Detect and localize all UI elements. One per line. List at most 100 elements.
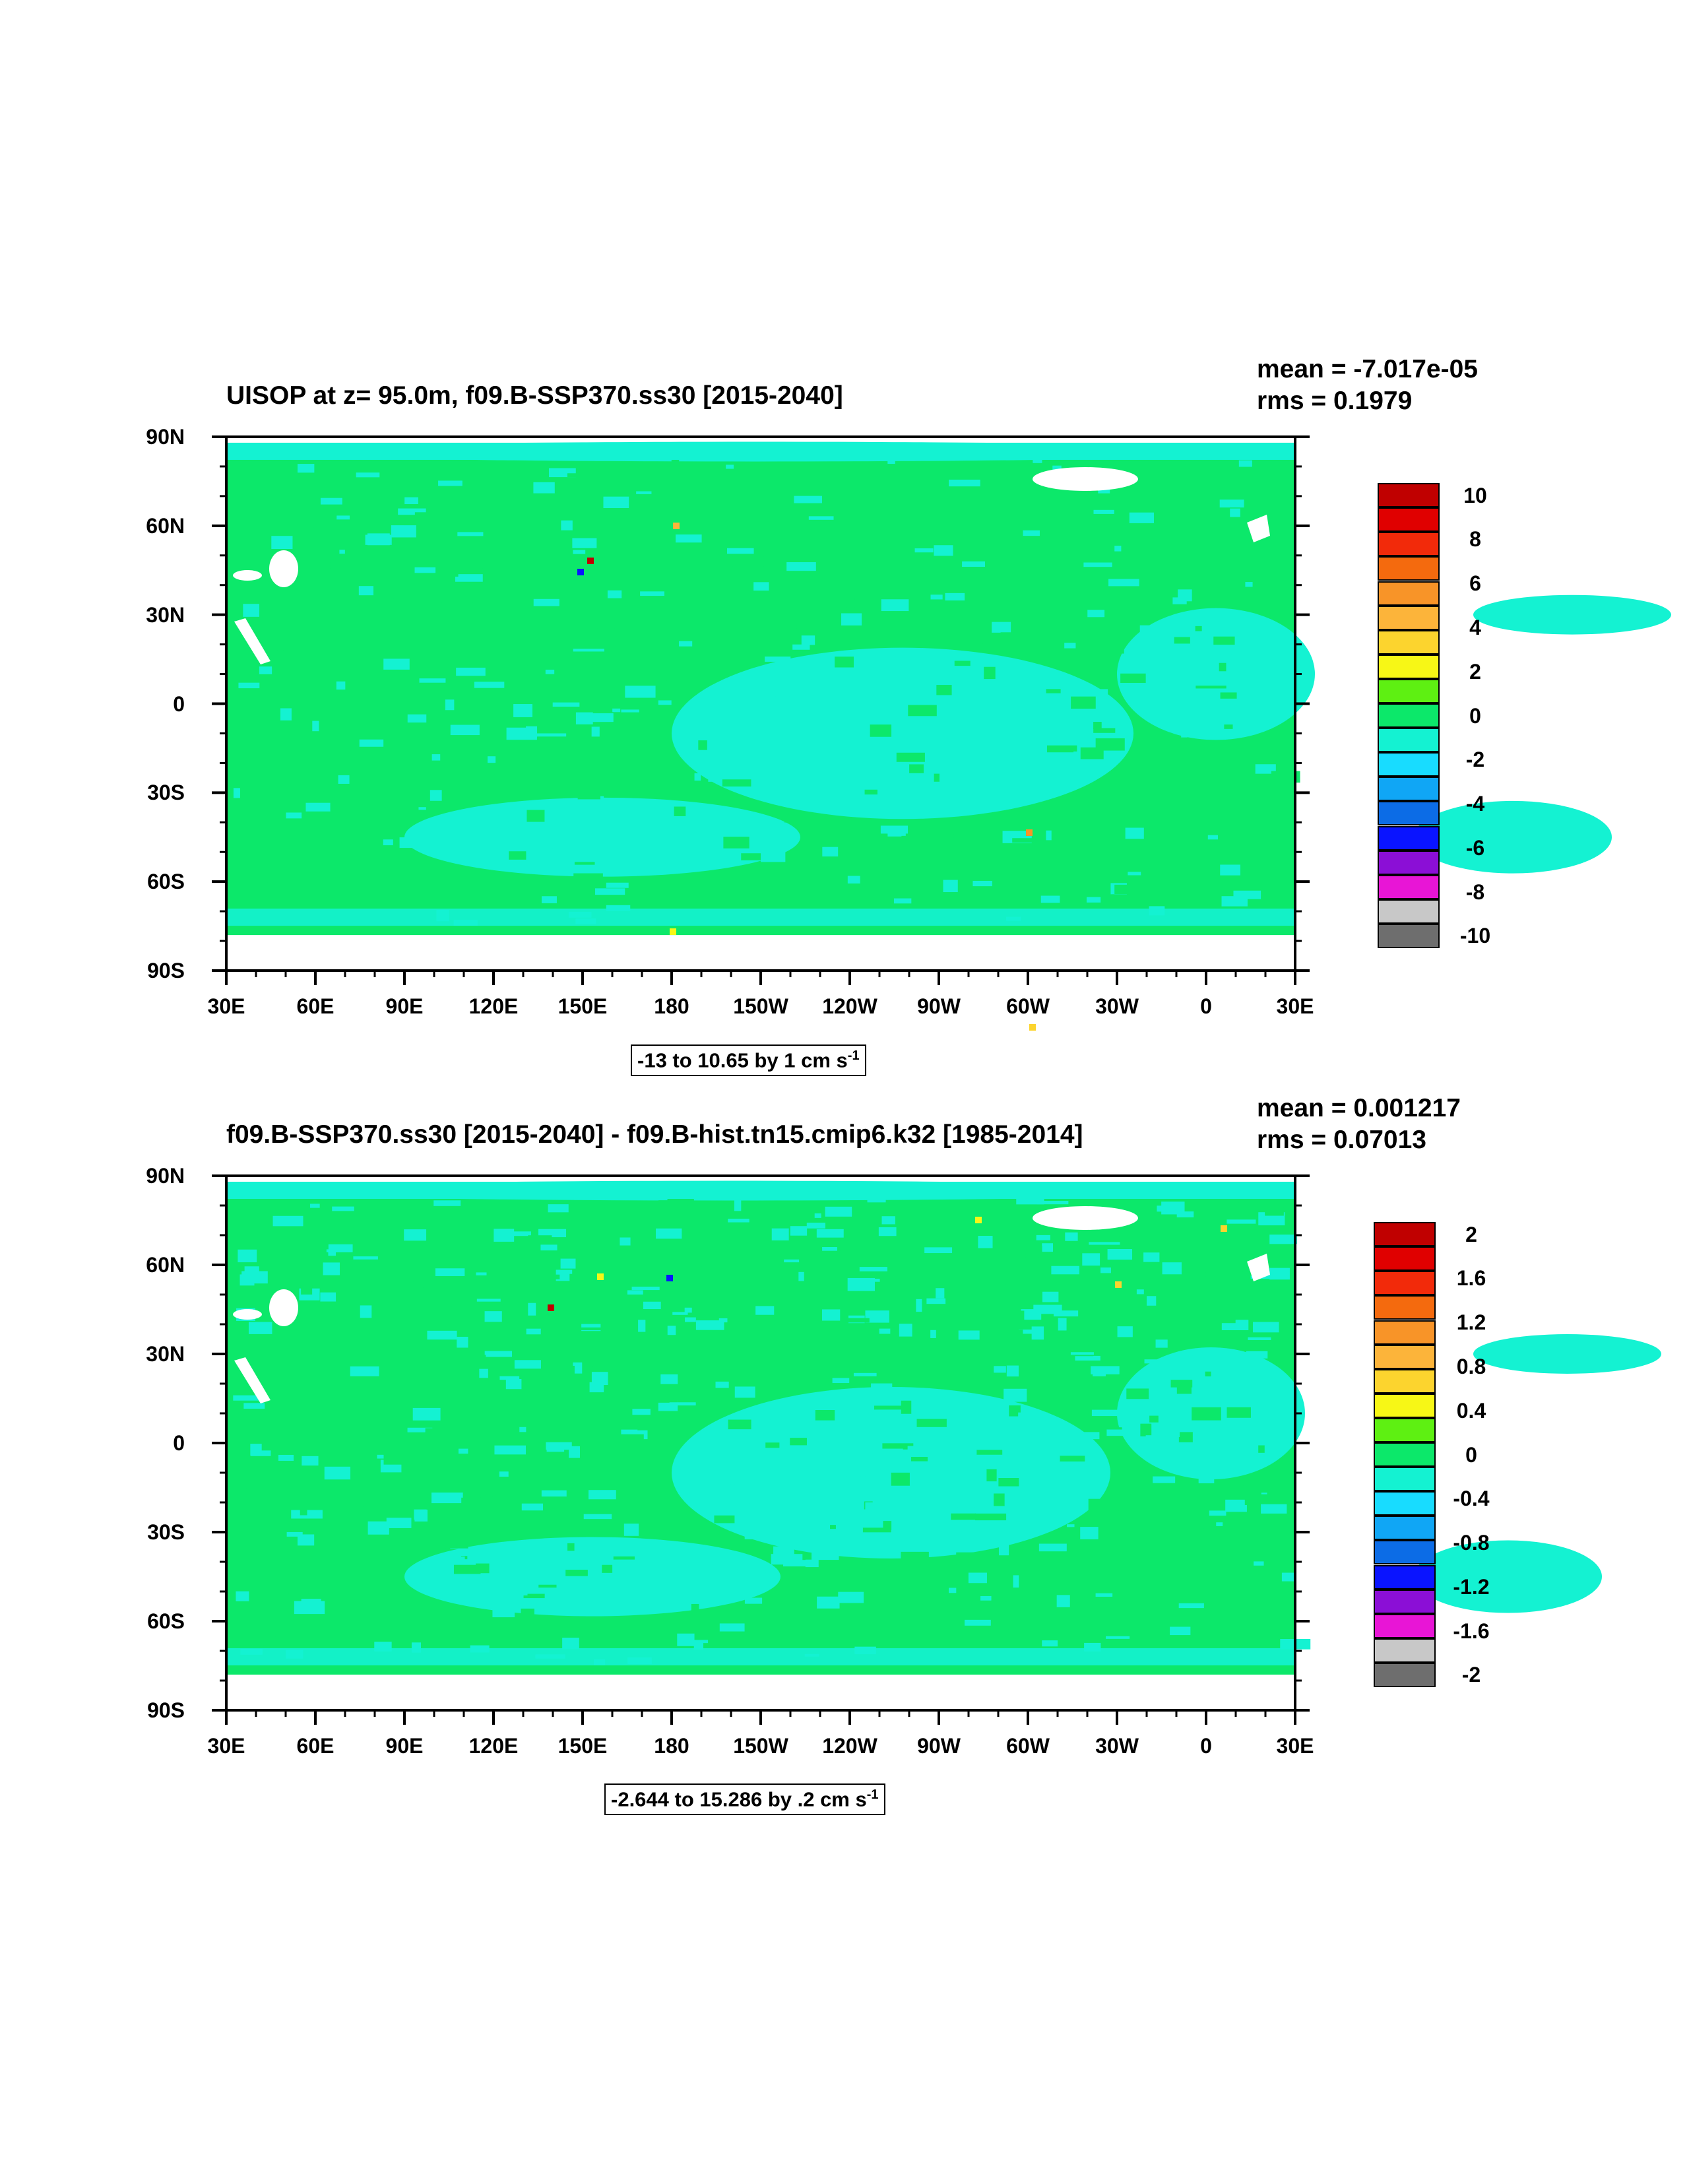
field-cell [340,566,367,573]
missing-area [269,550,298,587]
cyan-region [1473,1334,1661,1374]
colorbar-label: -0.4 [1453,1487,1490,1511]
field-cell [1244,1424,1274,1430]
field-cell [435,1268,465,1276]
field-cell [458,1448,468,1454]
field-cell [842,736,869,744]
field-cell [718,1318,728,1323]
colorbar-swatch [1378,678,1440,703]
field-cell [1060,1456,1085,1461]
field-cell [867,1198,886,1203]
field-cell [1209,1510,1227,1516]
x-tick-label: 90E [385,994,424,1018]
field-cell [1161,815,1178,823]
field-cell [250,1444,262,1456]
field-cell [278,1454,294,1461]
field-cell [559,590,588,594]
field-cell [786,562,816,571]
field-cell [755,593,785,599]
field-cell [404,497,418,504]
field-cell [411,675,418,681]
field-cell [1042,1243,1054,1252]
rms-value: rms = 0.07013 [1257,1126,1426,1154]
field-cell [672,816,687,819]
field-cell [1023,1506,1033,1516]
field-cell [613,845,638,852]
colorbar-swatch [1374,1295,1436,1320]
colorbar-label: 10 [1463,483,1487,507]
field-cell [404,515,415,526]
field-cell [321,1485,342,1493]
field-cell [746,697,765,709]
field-cell [1088,1498,1119,1511]
field-cell [1217,1202,1239,1214]
field-cell [825,1206,852,1217]
field-cell [562,1638,579,1650]
field-cell [901,835,910,847]
x-tick-label: 90E [385,1734,424,1758]
field-cell [1064,643,1076,649]
field-cell [834,1467,854,1471]
field-cell [248,1322,272,1334]
field-cell [726,465,734,469]
field-cell [412,1407,441,1421]
field-cell [560,1258,576,1269]
field-cell [1004,1388,1027,1402]
field-cell [353,1200,380,1213]
negative-regions [228,441,1671,936]
field-cell [1239,1549,1248,1559]
field-cell [1100,1267,1111,1273]
field-cell [685,1292,701,1302]
field-cell [1048,1607,1073,1611]
field-cell [238,1249,257,1263]
field-cell [414,512,430,521]
field-cell [647,1398,678,1403]
field-cell [567,473,588,478]
field-cell [790,1438,807,1446]
field-cell [899,1545,911,1549]
x-tick-label: 180 [654,1734,689,1758]
outlier-cell [975,1217,982,1223]
field-cell [862,1527,891,1533]
colorbar-swatch [1378,654,1440,679]
field-cell [470,827,498,835]
x-tick-label: 30W [1095,1734,1139,1758]
field-cell [664,596,695,602]
mean-value: mean = 0.001217 [1257,1094,1461,1122]
field-cell [443,633,456,644]
field-cell [556,1269,573,1281]
field-cell [383,1453,408,1465]
field-cell [476,1299,501,1302]
field-cell [728,1219,749,1223]
field-cell [466,1215,481,1223]
field-cell [1058,1318,1067,1331]
field-cell [1227,1219,1256,1224]
field-cell [326,1244,353,1252]
field-cell [580,1327,602,1330]
colorbar-swatch [1374,1442,1436,1467]
field-cell [658,1200,687,1211]
field-cell [771,581,788,593]
field-cell [358,586,374,596]
field-cell [765,1442,780,1448]
x-tick-label: 30E [207,1734,245,1758]
field-cell [523,1593,545,1599]
field-cell [980,600,988,606]
x-tick-label: 60E [296,994,335,1018]
field-cell [445,1540,468,1549]
field-cell [665,856,697,864]
field-cell [1038,1543,1067,1552]
y-tick-label: 30S [147,1520,185,1544]
field-cell [752,1409,771,1420]
field-cell [773,1546,794,1556]
colorbar-swatch [1374,1564,1436,1590]
field-cell [1197,893,1220,897]
field-cell [1128,872,1141,876]
field-cell [1033,491,1060,498]
field-cell [301,1599,321,1605]
field-cell [499,1376,520,1380]
field-cell [893,661,903,674]
field-cell [1046,745,1077,753]
field-cell [367,533,390,546]
x-tick-label: 60W [1006,994,1050,1018]
